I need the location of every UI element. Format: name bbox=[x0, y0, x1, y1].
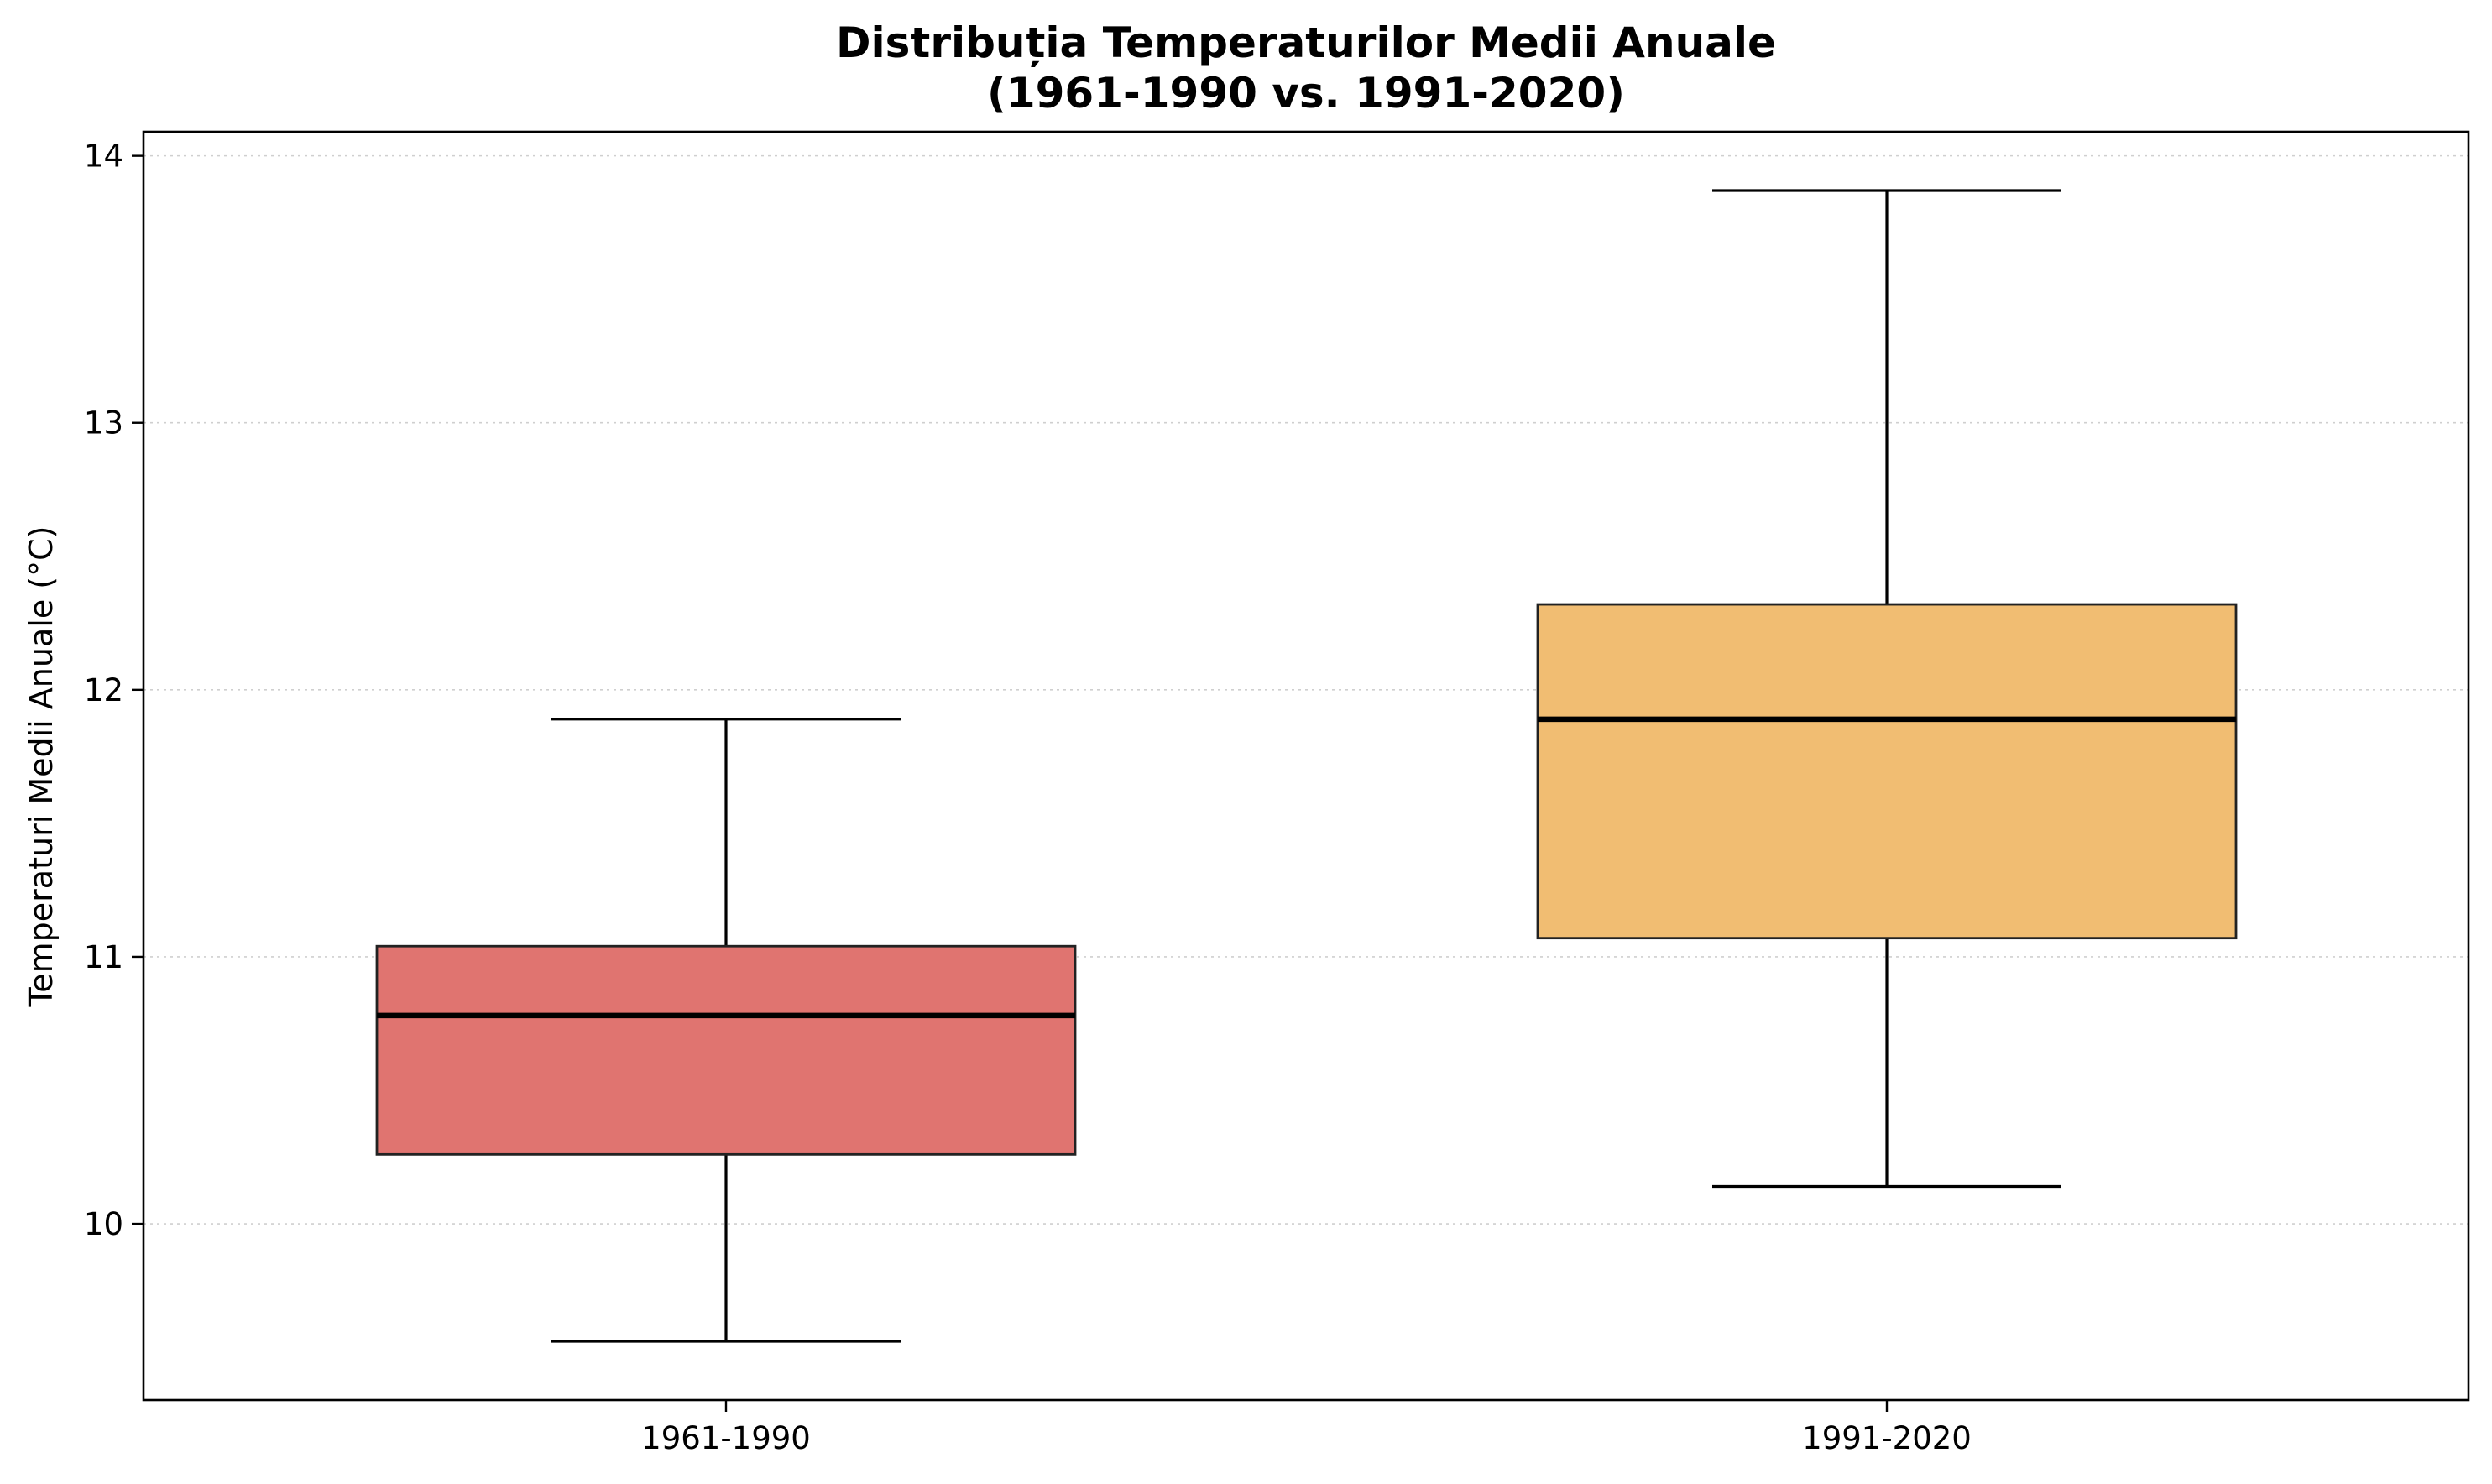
boxes bbox=[375, 189, 2238, 1343]
axis-ticks: 10 11 12 13 14 1961-1990 1991-2020 bbox=[84, 138, 1972, 1456]
box-group-1991-2020 bbox=[1536, 189, 2238, 1189]
y-tick-label: 13 bbox=[84, 405, 123, 442]
y-tick-label: 10 bbox=[84, 1206, 123, 1242]
y-tick-label: 14 bbox=[84, 138, 123, 175]
y-axis-label: Temperaturi Medii Anuale (°C) bbox=[23, 526, 60, 1008]
y-tick-label: 12 bbox=[84, 672, 123, 708]
gridlines bbox=[144, 154, 2468, 1225]
iqr-box bbox=[1536, 603, 2238, 940]
box-group-1961-1990 bbox=[375, 718, 1077, 1343]
iqr-box bbox=[375, 944, 1077, 1156]
chart-title-line-1: Distribuția Temperaturilor Medii Anuale bbox=[836, 18, 1776, 67]
chart-title-line-2: (1961-1990 vs. 1991-2020) bbox=[987, 69, 1625, 118]
x-tick-label: 1991-2020 bbox=[1802, 1420, 1972, 1456]
y-tick-label: 11 bbox=[84, 939, 123, 975]
plot-frame bbox=[142, 130, 2470, 1402]
x-tick-label: 1961-1990 bbox=[641, 1420, 811, 1456]
